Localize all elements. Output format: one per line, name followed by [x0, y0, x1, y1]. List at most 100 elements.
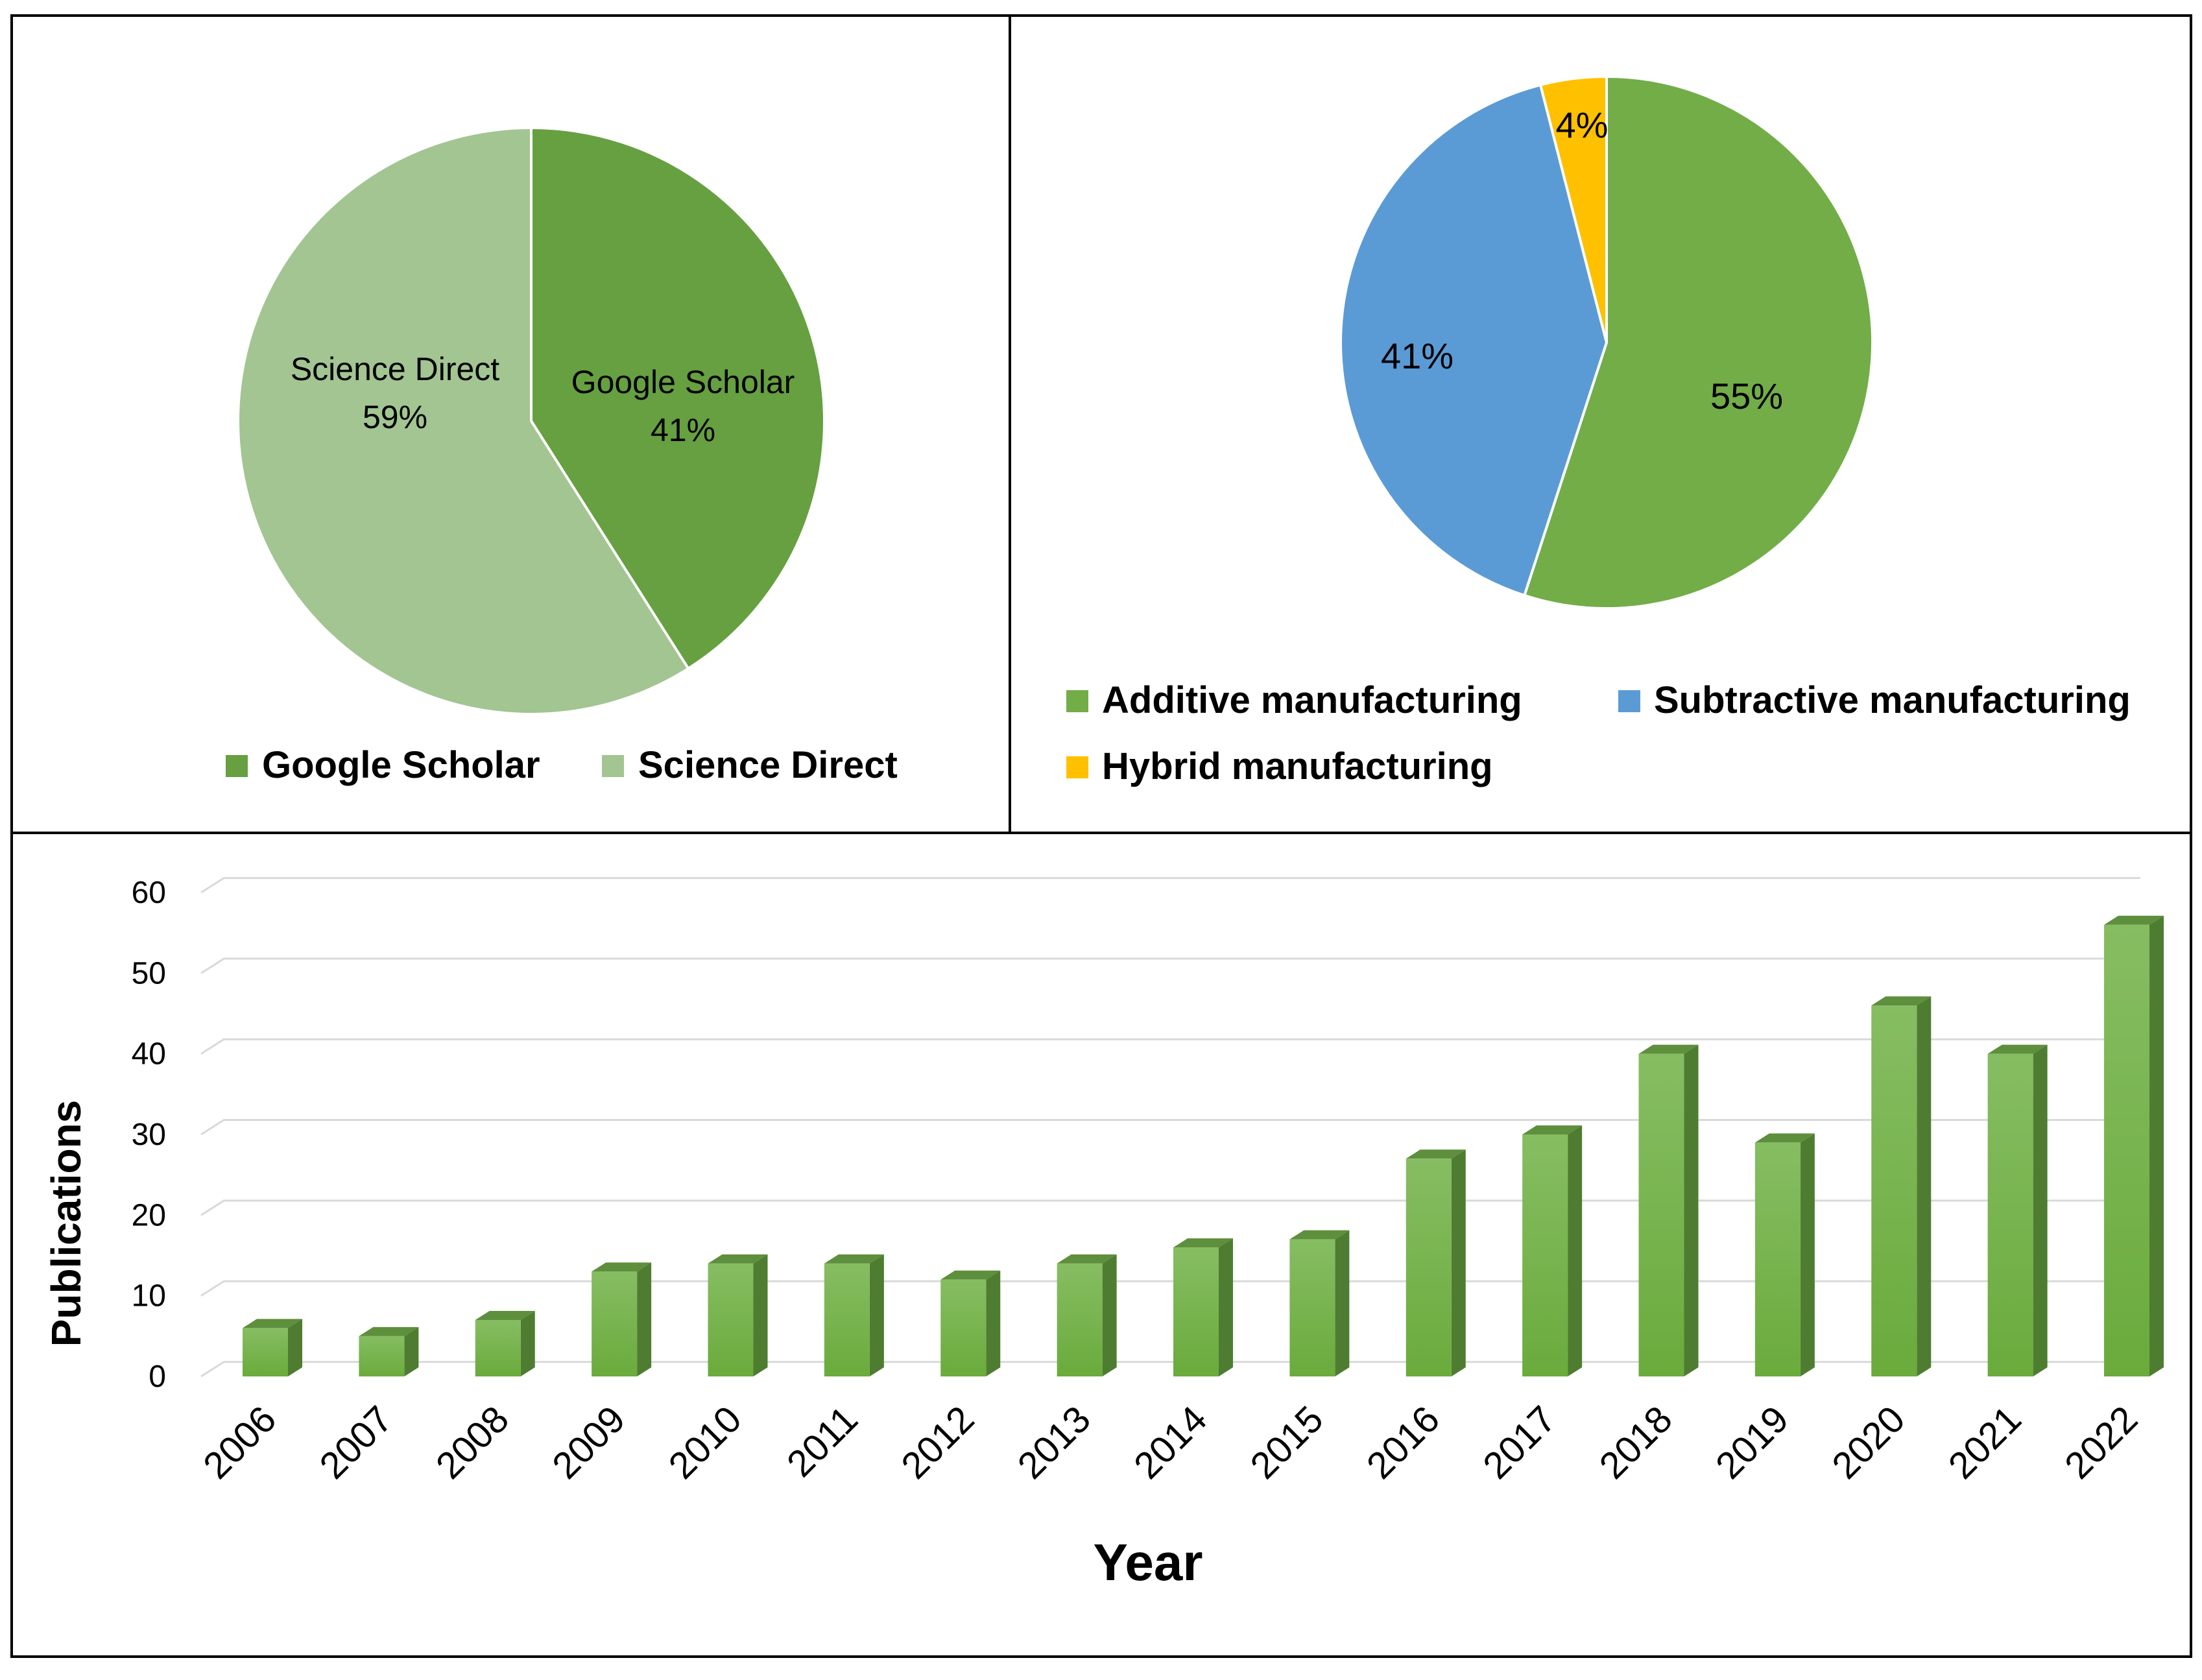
x-tick-label-2010: 2010: [660, 1398, 749, 1487]
bar-gridlines: [200, 877, 2140, 1378]
bar-top-2012: [940, 1270, 1001, 1280]
pie2-labels: 55% 41% 4%: [1381, 104, 1783, 416]
bar-front-2014: [1173, 1247, 1219, 1376]
x-tick-label-2009: 2009: [544, 1398, 633, 1487]
bar-2007: [359, 1326, 419, 1376]
bar-side-2006: [288, 1319, 302, 1376]
pie2-legend: Additive manufacturing Subtractive manuf…: [1066, 679, 2131, 787]
bar-front-2017: [1522, 1134, 1568, 1376]
bar-front-2012: [940, 1279, 987, 1376]
y-tick-label-60: 60: [132, 876, 166, 910]
gridline-0: [200, 1361, 2140, 1378]
bar-front-2018: [1638, 1053, 1684, 1376]
bar-2014: [1173, 1238, 1233, 1376]
legend-swatch-science-direct: [602, 755, 624, 777]
bar-2009: [592, 1262, 652, 1376]
pie1-label-google-scholar: Google Scholar: [571, 364, 795, 400]
bar-front-2021: [1987, 1053, 2033, 1376]
pie1-slices: [237, 126, 826, 715]
x-tick-label-2015: 2015: [1242, 1398, 1331, 1487]
bar-2015: [1289, 1230, 1350, 1376]
bar-2011: [824, 1254, 884, 1376]
bar-top-2020: [1871, 996, 1932, 1006]
bar-front-2006: [243, 1328, 288, 1376]
figure-border: [10, 14, 2192, 1658]
bar-side-2013: [1102, 1254, 1117, 1376]
y-axis-title: Publications: [43, 1100, 90, 1347]
bar-top-2009: [592, 1262, 652, 1272]
legend-label-subtractive: Subtractive manufacturing: [1654, 679, 2131, 721]
bar-2018: [1638, 1044, 1699, 1376]
legend-label-additive: Additive manufacturing: [1102, 679, 1522, 721]
pie2-value-hybrid: 4%: [1556, 104, 1609, 145]
x-tick-label-2017: 2017: [1475, 1398, 1564, 1487]
bar-2020: [1871, 996, 1932, 1376]
bar-side-2012: [986, 1270, 1001, 1376]
bar-side-2017: [1568, 1125, 1583, 1376]
bar-top-2010: [708, 1254, 768, 1264]
bar-top-2014: [1173, 1238, 1233, 1248]
bar-y-tick-labels: 0 10 20 30 40 50 60: [132, 876, 166, 1394]
x-tick-label-2016: 2016: [1359, 1398, 1448, 1487]
legend-swatch-google-scholar: [226, 755, 248, 777]
bar-2019: [1754, 1133, 1815, 1376]
bar-2016: [1406, 1149, 1466, 1376]
y-tick-label-40: 40: [132, 1037, 166, 1072]
legend-swatch-subtractive: [1618, 690, 1640, 712]
x-axis-title: Year: [1093, 1533, 1203, 1591]
y-tick-label-20: 20: [132, 1198, 166, 1232]
bar-top-2006: [243, 1319, 302, 1328]
bar-x-tick-labels: 2006 2007 2008 2009 2010 2011 2012 2013 2014 2015…: [195, 1398, 2146, 1487]
pie2-value-additive: 55%: [1710, 376, 1783, 416]
bar-2010: [708, 1254, 768, 1376]
pie2-slice-additive-manufacturing: [1522, 75, 1874, 610]
x-tick-label-2022: 2022: [2057, 1398, 2146, 1487]
pie1-slice-science-direct: [237, 126, 690, 715]
bar-side-2022: [2149, 915, 2164, 1376]
pie2-slice-subtractive-manufacturing: [1339, 83, 1609, 597]
bar-2021: [1987, 1044, 2048, 1376]
bar-side-2011: [869, 1254, 884, 1376]
bar-front-2009: [592, 1271, 638, 1376]
x-tick-label-2018: 2018: [1591, 1398, 1680, 1487]
bar-front-2020: [1871, 1005, 1917, 1376]
bar-front-2015: [1289, 1239, 1335, 1376]
gridline-20: [200, 1199, 2140, 1216]
pie-chart-sources: Science Direct 59% Google Scholar 41% Go…: [226, 126, 898, 786]
pie2-slices: [1339, 75, 1874, 610]
bar-top-2019: [1754, 1133, 1815, 1143]
legend-label-hybrid: Hybrid manufacturing: [1102, 745, 1493, 787]
bar-top-2008: [475, 1310, 535, 1320]
pie1-slice-google-scholar: [530, 126, 826, 671]
bar-top-2007: [359, 1326, 419, 1336]
bar-2006: [243, 1319, 302, 1376]
y-tick-label-10: 10: [132, 1279, 166, 1314]
bar-side-2008: [520, 1310, 535, 1376]
bar-side-2020: [1917, 996, 1932, 1376]
bar-front-2008: [475, 1319, 521, 1376]
bar-side-2010: [753, 1254, 768, 1376]
bar-top-2016: [1406, 1149, 1466, 1159]
bar-front-2010: [708, 1263, 754, 1376]
pie1-value-google-scholar: 41%: [651, 412, 715, 448]
pie1-label-science-direct: Science Direct: [291, 351, 499, 387]
bar-front-2016: [1406, 1158, 1452, 1376]
bar-top-2021: [1987, 1044, 2048, 1054]
gridline-60: [200, 877, 2140, 894]
legend-swatch-hybrid: [1066, 756, 1088, 778]
bar-side-2021: [2033, 1044, 2048, 1376]
x-tick-label-2021: 2021: [1941, 1398, 2029, 1487]
legend-swatch-additive: [1066, 690, 1088, 712]
pie1-legend: Google Scholar Science Direct: [226, 744, 898, 786]
bar-2017: [1522, 1125, 1583, 1376]
bar-side-2019: [1800, 1133, 1815, 1376]
x-tick-label-2011: 2011: [779, 1398, 866, 1485]
x-tick-label-2006: 2006: [195, 1398, 284, 1487]
bar-2022: [2104, 915, 2164, 1376]
pie-chart-manufacturing: 55% 41% 4% Additive manufacturing Subtra…: [1066, 75, 2131, 787]
x-tick-label-2014: 2014: [1126, 1398, 1215, 1487]
panel-divider-horizontal: [10, 832, 2192, 834]
y-tick-label-30: 30: [132, 1118, 166, 1152]
bar-side-2018: [1684, 1044, 1699, 1376]
